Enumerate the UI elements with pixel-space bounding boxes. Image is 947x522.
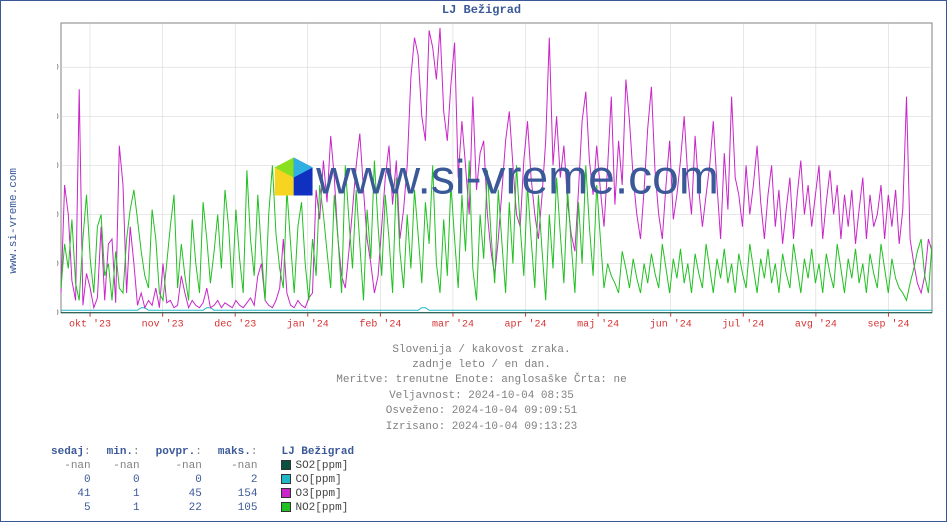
table-row: -nan-nan-nan-nanSO2[ppm] [43, 459, 362, 473]
stats-header-row: sedaj: min.: povpr.: maks.: LJ Bežigrad [43, 445, 362, 459]
table-row: 41145154 O3[ppm] [43, 487, 362, 501]
meta-line: Osveženo: 2024-10-04 09:09:51 [27, 404, 936, 419]
stat-cell: 0 [99, 473, 148, 487]
y-axis-url-text: www.si-vreme.com [8, 168, 20, 274]
svg-text:feb '24: feb '24 [359, 319, 401, 331]
series-cell: SO2[ppm] [265, 459, 362, 473]
series-cell: NO2[ppm] [265, 501, 362, 515]
svg-text:dec '23: dec '23 [214, 319, 256, 331]
meta-line: Izrisano: 2024-10-04 09:13:23 [27, 420, 936, 435]
series-cell: CO[ppm] [265, 473, 362, 487]
svg-text:20: 20 [57, 260, 59, 271]
meta-line: Slovenija / kakovost zraka. [27, 343, 936, 358]
y-axis-url: www.si-vreme.com [1, 1, 27, 441]
stat-cell: 2 [210, 473, 266, 487]
series-label: CO[ppm] [295, 474, 341, 486]
svg-text:jun '24: jun '24 [650, 319, 692, 331]
svg-text:mar '24: mar '24 [432, 319, 474, 331]
col-avg: povpr.: [148, 445, 210, 459]
stat-cell: 41 [43, 487, 99, 501]
stat-cell: 0 [148, 473, 210, 487]
stat-cell: -nan [43, 459, 99, 473]
series-swatch [281, 488, 291, 498]
chart-container: www.si-vreme.com LJ Bežigrad 02040608010… [0, 0, 947, 522]
svg-text:okt '23: okt '23 [69, 319, 111, 331]
table-row: 5122105 NO2[ppm] [43, 501, 362, 515]
plot-area: 0 20 40 60 80 100 okt '23 nov '23 dec '23 jan '24… [57, 19, 936, 337]
chart-title: LJ Bežigrad [27, 1, 936, 19]
stats-table: sedaj: min.: povpr.: maks.: LJ Bežigrad … [43, 445, 362, 515]
svg-text:avg '24: avg '24 [795, 319, 837, 331]
meta-block: Slovenija / kakovost zraka. zadnje leto … [27, 337, 936, 441]
stat-cell: -nan [148, 459, 210, 473]
svg-text:sep '24: sep '24 [867, 319, 909, 331]
svg-text:apr '24: apr '24 [505, 319, 547, 331]
top-row: www.si-vreme.com LJ Bežigrad 0 20 40 60 80 10… [1, 1, 946, 441]
svg-text:0: 0 [57, 309, 59, 320]
series-swatch [281, 474, 291, 484]
stat-cell: 45 [148, 487, 210, 501]
svg-text:jul '24: jul '24 [722, 319, 764, 331]
stat-cell: 1 [99, 501, 148, 515]
svg-text:maj '24: maj '24 [577, 319, 619, 331]
svg-text:nov '23: nov '23 [142, 319, 184, 331]
meta-line: Meritve: trenutne Enote: anglosaške Črta… [27, 373, 936, 388]
series-label: NO2[ppm] [295, 502, 348, 514]
col-series: LJ Bežigrad [265, 445, 362, 459]
stat-cell: 154 [210, 487, 266, 501]
series-label: SO2[ppm] [295, 460, 348, 472]
table-row: 0002CO[ppm] [43, 473, 362, 487]
watermark-icon [274, 158, 312, 196]
meta-line: zadnje leto / en dan. [27, 358, 936, 373]
watermark: www.si-vreme.com [274, 150, 719, 205]
svg-text:80: 80 [57, 112, 59, 123]
stat-cell: 22 [148, 501, 210, 515]
series-swatch [281, 460, 291, 470]
chart-area: LJ Bežigrad 0 20 40 60 80 100 okt '23 nov '23 de… [27, 1, 946, 441]
stat-cell: 0 [43, 473, 99, 487]
stats-table-wrap: sedaj: min.: povpr.: maks.: LJ Bežigrad … [1, 441, 946, 521]
svg-text:jan '24: jan '24 [287, 319, 329, 331]
stat-cell: 1 [99, 487, 148, 501]
series-swatch [281, 502, 291, 512]
watermark-text: www.si-vreme.com [316, 151, 719, 204]
svg-text:100: 100 [57, 63, 59, 74]
col-now: sedaj: [43, 445, 99, 459]
svg-text:60: 60 [57, 161, 59, 172]
meta-line: Veljavnost: 2024-10-04 08:35 [27, 389, 936, 404]
stat-cell: -nan [210, 459, 266, 473]
series-label: O3[ppm] [295, 488, 341, 500]
col-max: maks.: [210, 445, 266, 459]
col-min: min.: [99, 445, 148, 459]
stat-cell: 5 [43, 501, 99, 515]
stat-cell: -nan [99, 459, 148, 473]
series-cell: O3[ppm] [265, 487, 362, 501]
svg-text:40: 40 [57, 210, 59, 221]
stat-cell: 105 [210, 501, 266, 515]
